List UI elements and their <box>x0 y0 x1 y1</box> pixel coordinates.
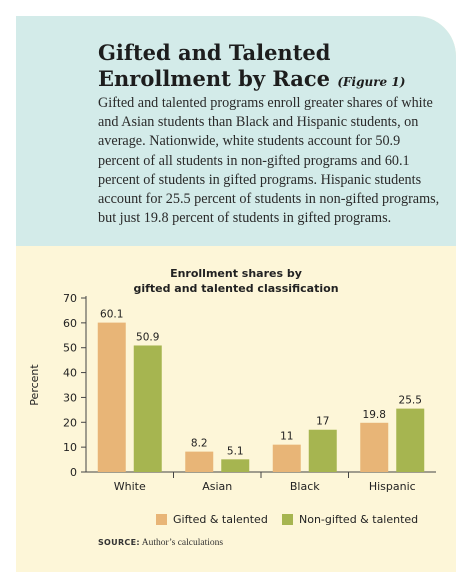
chart-title: Enrollment shares by gifted and talented… <box>16 266 456 296</box>
bar-value-label: 11 <box>280 431 293 443</box>
source-note: SOURCE: Author’s calculations <box>98 538 223 548</box>
chart-title-line2: gifted and talented classification <box>133 282 339 295</box>
bar-asian-non-gifted <box>221 459 250 472</box>
legend-item-gifted: Gifted & talented <box>156 513 268 526</box>
legend-swatch-gifted <box>156 514 167 525</box>
bar-chart: 0 10 20 30 40 50 60 70 Percent 60.1 50.9 White 8.2 5.… <box>28 292 436 493</box>
bar-value-label: 50.9 <box>136 331 159 343</box>
figure-title: Gifted and Talented Enrollment by Race (… <box>98 40 448 95</box>
y-tick-label: 40 <box>63 367 77 380</box>
y-tick-label: 50 <box>63 342 77 355</box>
y-tick-label: 30 <box>63 391 77 404</box>
figure-description: Gifted and talented programs enroll grea… <box>98 95 440 227</box>
figure-card: Gifted and Talented Enrollment by Race (… <box>16 16 456 572</box>
header-panel <box>16 16 456 246</box>
x-tick-label: Asian <box>202 480 232 493</box>
legend-label-non-gifted: Non-gifted & talented <box>299 513 419 526</box>
legend: Gifted & talented Non-gifted & talented <box>156 513 456 531</box>
y-tick-label: 20 <box>63 416 77 429</box>
bar-asian-gifted <box>185 451 214 472</box>
figure-label: (Figure 1) <box>337 75 406 89</box>
bar-white-gifted <box>97 322 126 472</box>
bar-black-gifted <box>272 444 301 472</box>
y-tick-label: 10 <box>63 441 77 454</box>
bar-value-label: 19.8 <box>363 409 386 421</box>
bar-white-non-gifted <box>133 345 162 472</box>
x-tick-label: White <box>114 480 146 493</box>
chart-title-line1: Enrollment shares by <box>170 267 302 280</box>
y-tick-label: 60 <box>63 317 77 330</box>
source-text: Author’s calculations <box>141 538 224 548</box>
bar-value-label: 17 <box>316 416 329 428</box>
bar-value-label: 60.1 <box>100 309 123 321</box>
bar-black-non-gifted <box>308 429 337 472</box>
title-text: Gifted and Talented Enrollment by Race <box>98 40 331 91</box>
x-tick-label: Hispanic <box>369 480 416 493</box>
legend-swatch-non-gifted <box>282 514 293 525</box>
bar-value-label: 8.2 <box>191 438 208 450</box>
bar-hispanic-non-gifted <box>396 408 425 472</box>
bar-value-label: 5.1 <box>227 445 244 457</box>
y-tick-label: 0 <box>70 466 77 479</box>
bar-value-label: 25.5 <box>399 395 422 407</box>
y-tick-label: 70 <box>63 292 77 305</box>
legend-item-non-gifted: Non-gifted & talented <box>282 513 418 526</box>
y-axis-label: Percent <box>28 364 41 406</box>
bar-hispanic-gifted <box>360 422 389 472</box>
source-label: SOURCE: <box>98 538 140 547</box>
legend-label-gifted: Gifted & talented <box>173 513 268 526</box>
x-tick-label: Black <box>290 480 320 493</box>
